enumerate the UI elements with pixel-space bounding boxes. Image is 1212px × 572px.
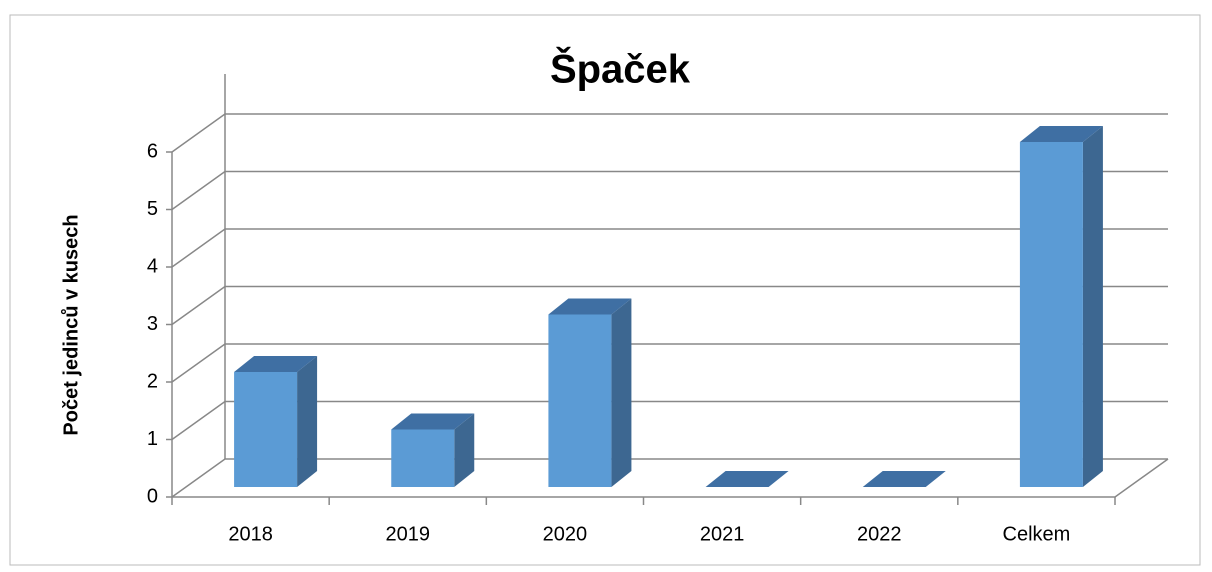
bar-side [1082, 126, 1103, 487]
bar [548, 298, 632, 487]
x-tick-label: 2020 [543, 523, 588, 545]
bar-front [1019, 142, 1083, 487]
bar-top [862, 471, 946, 487]
y-tick-label: 6 [147, 140, 158, 162]
grid-line [171, 458, 1168, 498]
y-tick-label: 4 [147, 255, 158, 277]
x-tick-label: Celkem [1003, 523, 1071, 545]
y-tick-label: 2 [147, 370, 158, 392]
bar-top [1019, 126, 1103, 142]
bar [1019, 126, 1103, 487]
grid-line [171, 170, 1168, 211]
bar [862, 471, 946, 487]
chart-title: Špaček [550, 46, 691, 92]
x-tick-label: 2022 [857, 523, 902, 545]
grid-line [171, 285, 1168, 326]
bar [705, 471, 789, 487]
bar-front [548, 314, 612, 487]
bar [234, 356, 318, 487]
bar-top [234, 356, 318, 372]
bar-side [297, 356, 318, 487]
x-tick-label: 2018 [228, 523, 273, 545]
bar [391, 413, 475, 487]
y-tick-label: 5 [147, 198, 158, 220]
bar-top [548, 298, 632, 315]
grid-line [171, 113, 1168, 153]
bar-side [611, 298, 632, 487]
bar-front [391, 429, 455, 487]
y-tick-label: 1 [147, 428, 158, 450]
y-tick-label: 3 [147, 313, 158, 335]
y-axis-label: Počet jedinců v kusech [60, 214, 82, 435]
y-tick-label: 0 [147, 485, 158, 507]
bar-side [454, 413, 475, 487]
grid-line [171, 228, 1168, 268]
bar-top [391, 413, 475, 430]
x-tick-label: 2021 [700, 523, 745, 545]
bar-top [705, 471, 789, 487]
grid-line [171, 400, 1168, 441]
x-tick-label: 2019 [386, 523, 431, 545]
grid-line [171, 343, 1168, 383]
bar-front [234, 372, 298, 487]
